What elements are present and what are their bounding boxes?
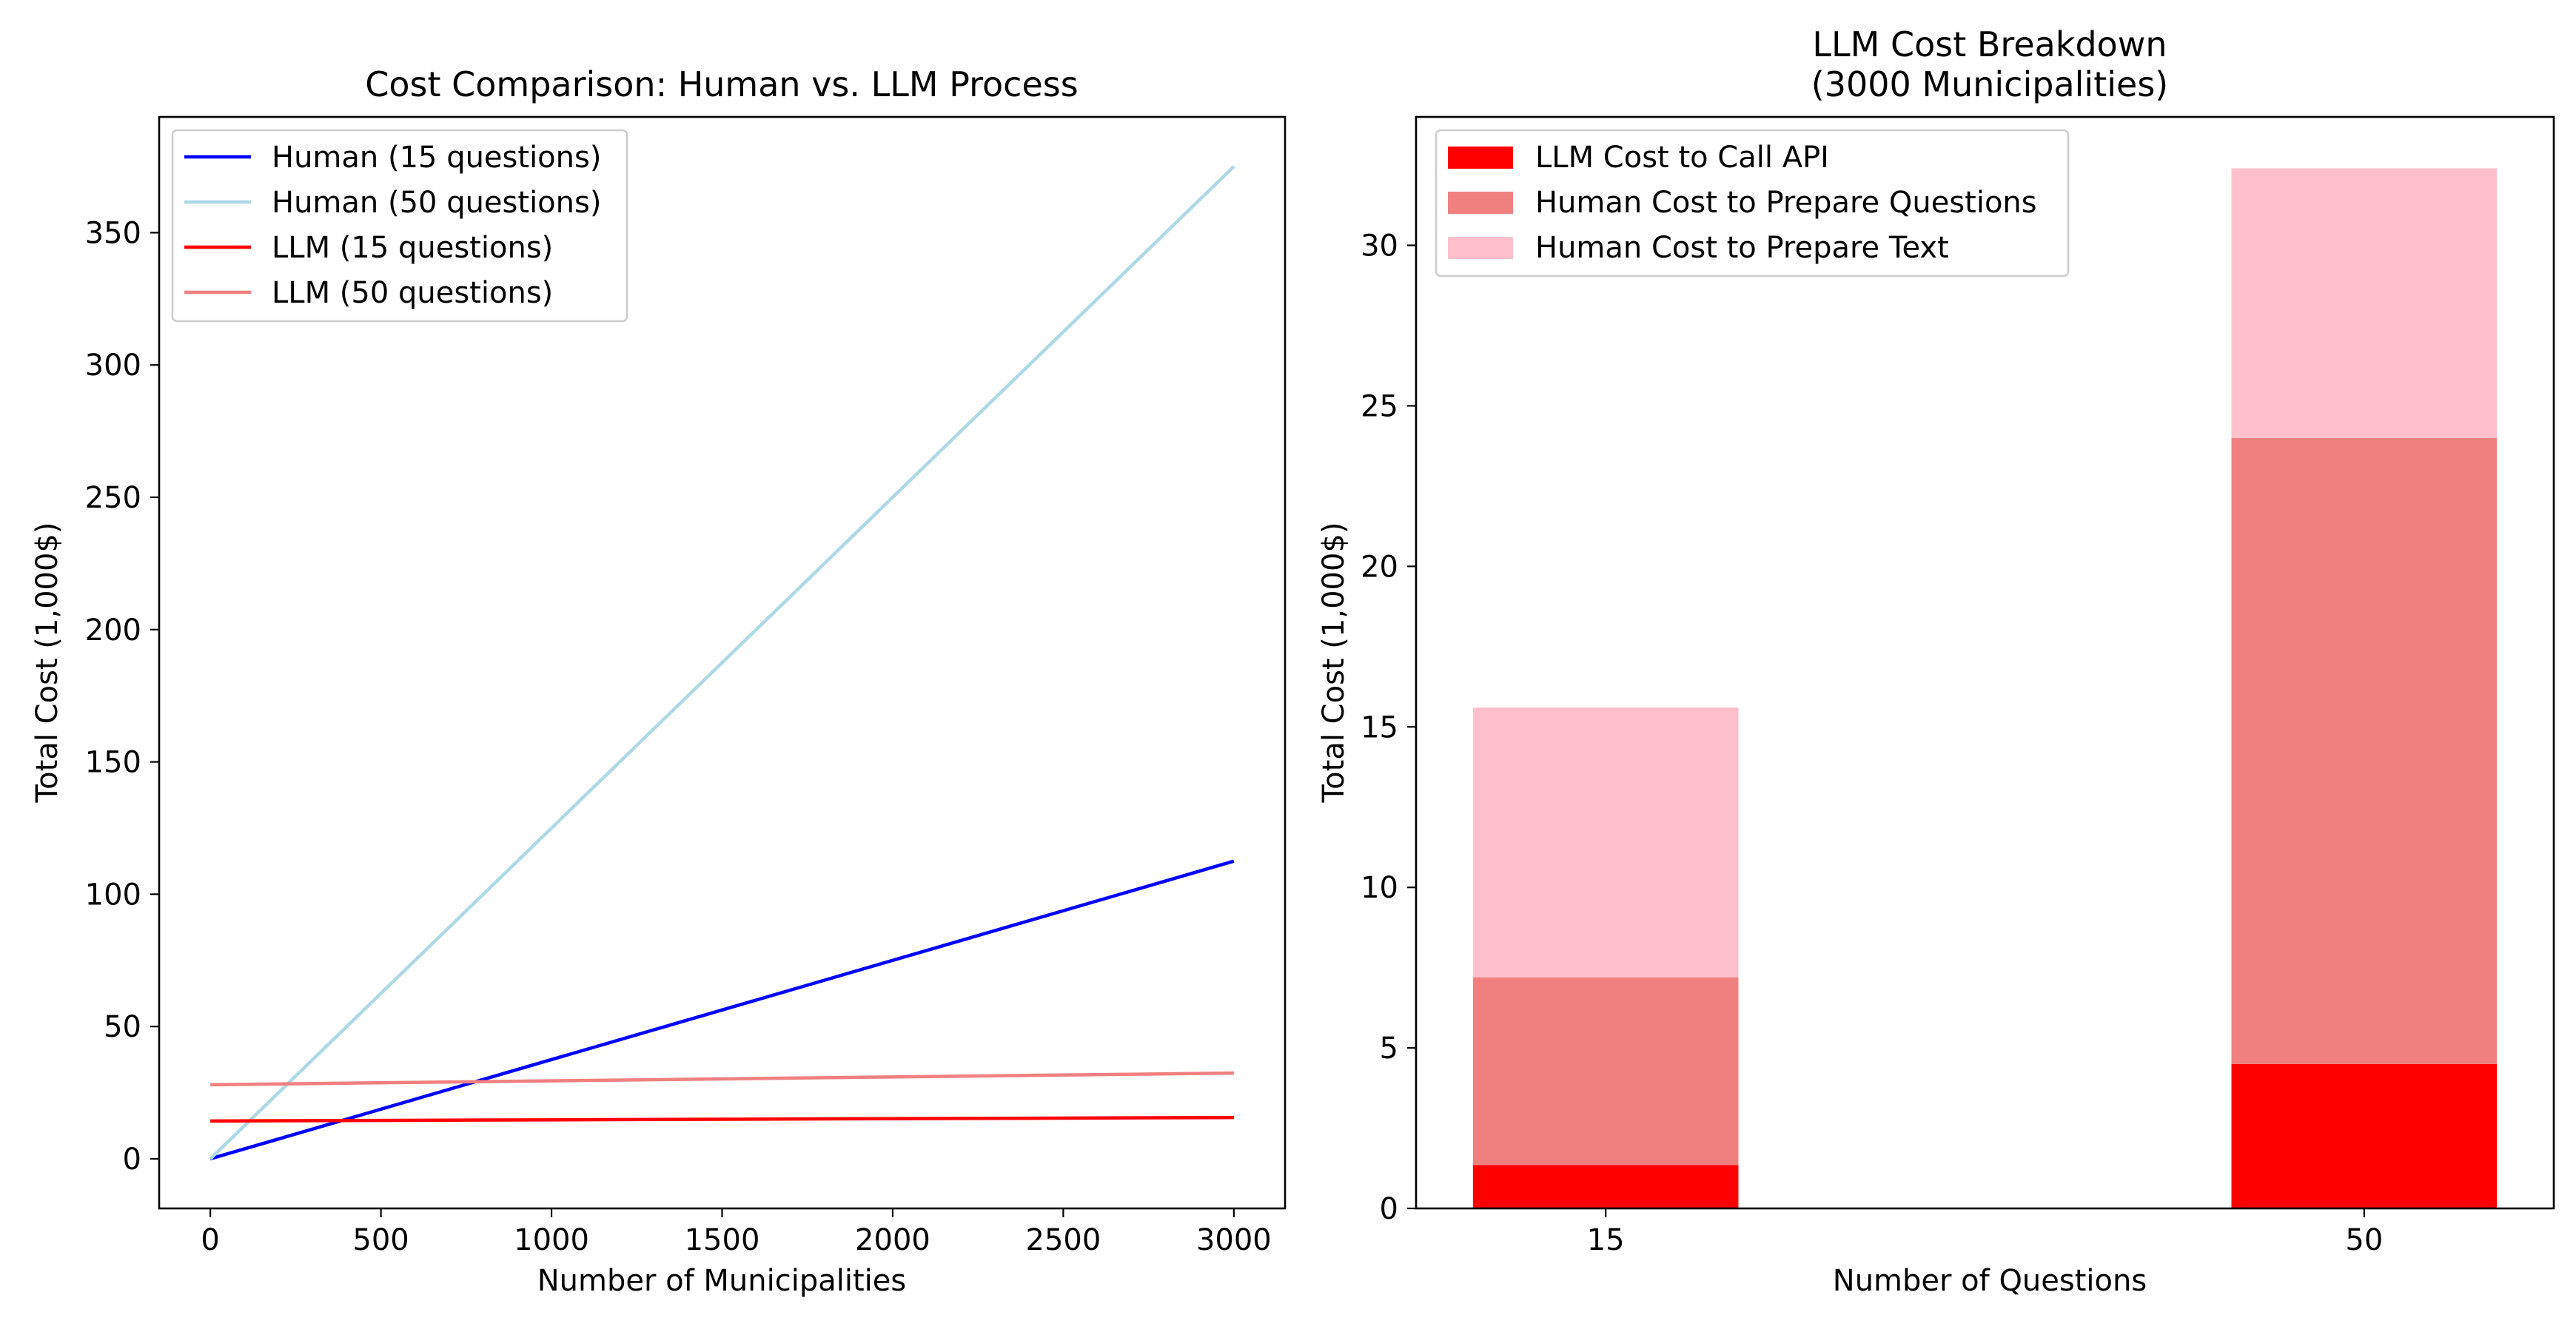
legend-label: LLM (50 questions) bbox=[272, 276, 553, 310]
line-chart-y-ticks: 0 50 100 150 200 250 300 350 bbox=[85, 216, 159, 1177]
bar-segment-human-cost-to-prepare-questions bbox=[2231, 437, 2498, 1064]
x-tick-label: 500 bbox=[352, 1223, 409, 1257]
line-chart-x-ticks: 0 500 1000 1500 2000 2500 3000 bbox=[201, 1208, 1272, 1257]
y-tick-label: 20 bbox=[1361, 550, 1398, 584]
x-tick-label: 50 bbox=[2345, 1223, 2383, 1257]
y-tick-label: 0 bbox=[1380, 1192, 1398, 1226]
line-chart-title: Cost Comparison: Human vs. LLM Process bbox=[365, 64, 1078, 104]
legend-box bbox=[171, 129, 628, 323]
line-chart-plot-area bbox=[209, 165, 1235, 1161]
bar-chart-title-line-1: LLM Cost Breakdown bbox=[1812, 24, 2167, 64]
x-tick-label: 15 bbox=[1587, 1223, 1625, 1257]
y-tick-label: 300 bbox=[85, 349, 141, 383]
bar-chart-legend: LLM Cost to Call API Human Cost to Prepar… bbox=[1435, 129, 2070, 278]
line-chart: Cost Comparison: Human vs. LLM Process 0… bbox=[30, 64, 1287, 1298]
x-tick-label: 2000 bbox=[855, 1223, 930, 1257]
bar-segment-human-cost-to-prepare-text bbox=[2231, 168, 2498, 438]
bar-chart-y-ticks: 0 5 10 15 20 25 30 bbox=[1361, 229, 1416, 1226]
legend-label: LLM (15 questions) bbox=[272, 231, 553, 265]
x-tick-label: 3000 bbox=[1196, 1223, 1272, 1257]
legend-label: Human (15 questions) bbox=[272, 141, 601, 175]
stacked-bar-chart: LLM Cost Breakdown (3000 Municipalities)… bbox=[1317, 24, 2555, 1298]
bar-chart-axes-frame bbox=[1415, 115, 2555, 1210]
y-tick-label: 0 bbox=[123, 1143, 141, 1177]
x-tick-label: 1000 bbox=[514, 1223, 589, 1257]
bar-chart-plot-area bbox=[1472, 168, 2498, 1208]
legend-swatch bbox=[1448, 237, 1513, 259]
bar-chart-x-axis-label: Number of Questions bbox=[1833, 1264, 2147, 1298]
line-chart-x-axis-label: Number of Municipalities bbox=[537, 1264, 906, 1298]
line-chart-legend: Human (15 questions) Human (50 questions)… bbox=[171, 129, 628, 323]
series-line-human-50-questions bbox=[209, 165, 1235, 1160]
y-tick-label: 5 bbox=[1380, 1032, 1398, 1066]
series-line-human-15-questions bbox=[209, 859, 1235, 1161]
x-tick-label: 1500 bbox=[685, 1223, 760, 1257]
legend-label: Human (50 questions) bbox=[272, 186, 601, 220]
y-tick-label: 10 bbox=[1361, 871, 1398, 905]
y-tick-label: 100 bbox=[85, 878, 141, 912]
y-tick-label: 15 bbox=[1361, 710, 1398, 744]
y-tick-label: 150 bbox=[85, 746, 141, 780]
bar-segment-human-cost-to-prepare-text bbox=[1472, 707, 1739, 978]
bar-chart-title-line-2: (3000 Municipalities) bbox=[1811, 64, 2168, 104]
bar-segment-llm-cost-to-call-api bbox=[2231, 1063, 2498, 1208]
y-tick-label: 200 bbox=[85, 613, 141, 648]
legend-swatch bbox=[1448, 192, 1513, 214]
legend-label: LLM Cost to Call API bbox=[1535, 141, 1829, 175]
bar-segment-human-cost-to-prepare-questions bbox=[1472, 977, 1739, 1166]
x-tick-label: 2500 bbox=[1026, 1223, 1101, 1257]
y-tick-label: 30 bbox=[1361, 229, 1398, 263]
legend-box bbox=[1435, 129, 2070, 278]
y-tick-label: 50 bbox=[104, 1010, 141, 1044]
y-tick-label: 25 bbox=[1361, 389, 1398, 423]
bar-segment-llm-cost-to-call-api bbox=[1472, 1165, 1739, 1208]
legend-swatch bbox=[1448, 147, 1513, 169]
x-tick-label: 0 bbox=[201, 1223, 219, 1257]
legend-label: Human Cost to Prepare Text bbox=[1535, 231, 1949, 265]
series-line-llm-50-questions bbox=[210, 1071, 1234, 1087]
bar-chart-x-ticks: 15 50 bbox=[1587, 1208, 2383, 1257]
legend-label: Human Cost to Prepare Questions bbox=[1535, 186, 2037, 220]
bar-chart-y-axis-label: Total Cost (1,000$) bbox=[1317, 522, 1351, 804]
line-chart-y-axis-label: Total Cost (1,000$) bbox=[30, 522, 64, 804]
series-line-llm-15-questions bbox=[210, 1115, 1234, 1123]
y-tick-label: 350 bbox=[85, 216, 141, 250]
y-tick-label: 250 bbox=[85, 481, 141, 515]
